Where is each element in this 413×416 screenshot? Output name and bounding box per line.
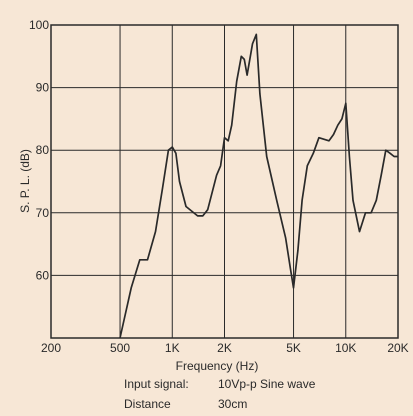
- caption-input-signal: Input signal: 10Vp-p Sine wave: [124, 377, 315, 391]
- y-axis-label: S. P. L. (dB): [18, 149, 32, 213]
- series-line: [119, 33, 398, 339]
- x-tick-label: 2K: [217, 341, 232, 355]
- y-tick-label: 80: [36, 143, 50, 157]
- grid: [50, 24, 399, 338]
- x-tick-label: 200: [41, 341, 61, 355]
- x-axis-label: Frequency (Hz): [176, 359, 259, 373]
- x-tick-label: 20K: [387, 341, 408, 355]
- x-tick-label: 5K: [286, 341, 301, 355]
- x-tick-label: 10K: [335, 341, 356, 355]
- distance-value: 30cm: [218, 397, 248, 411]
- caption-distance: Distance 30cm: [124, 397, 247, 411]
- distance-label: Distance: [124, 397, 171, 411]
- y-tick-label: 100: [29, 18, 49, 32]
- y-tick-label: 60: [36, 268, 50, 282]
- x-tick-label: 500: [110, 341, 130, 355]
- input-signal-label: Input signal:: [124, 377, 189, 391]
- x-tick-label: 1K: [165, 341, 180, 355]
- tick-labels: 200 500 1K 2K 5K 10K 20K 60 70 80 90 100: [29, 18, 409, 355]
- y-tick-label: 70: [36, 206, 50, 220]
- input-signal-value: 10Vp-p Sine wave: [218, 377, 316, 391]
- y-tick-label: 90: [36, 81, 50, 95]
